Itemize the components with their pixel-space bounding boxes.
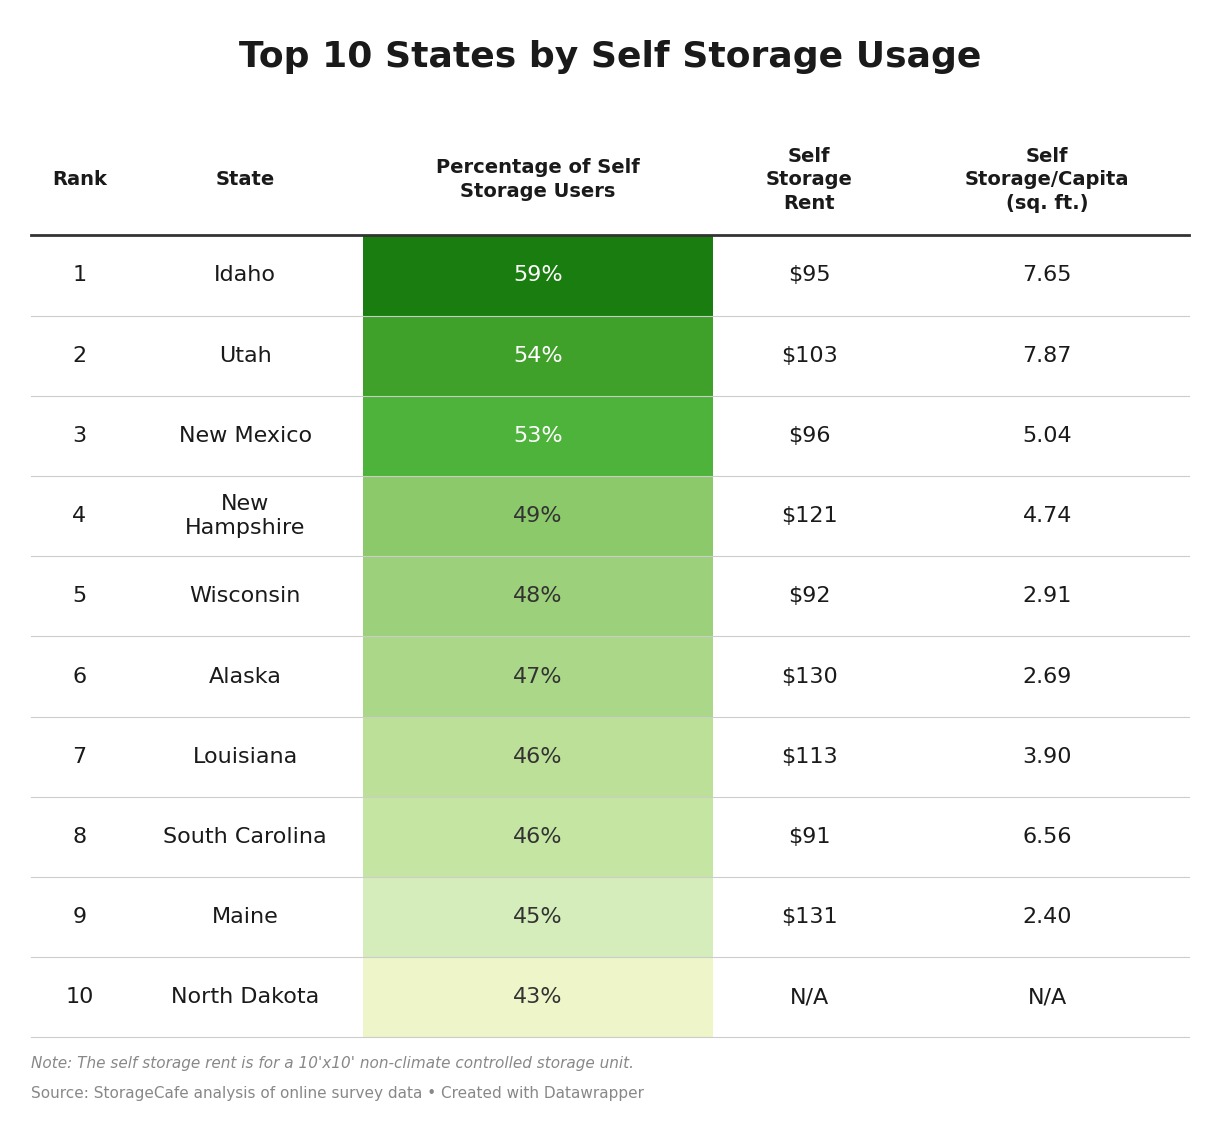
Text: 5: 5 xyxy=(72,587,87,607)
Bar xyxy=(362,958,712,1038)
Text: Source: StorageCafe analysis of online survey data • Created with Datawrapper: Source: StorageCafe analysis of online s… xyxy=(30,1086,644,1101)
Text: Maine: Maine xyxy=(212,907,278,927)
Text: 6.56: 6.56 xyxy=(1022,827,1072,847)
Text: 4: 4 xyxy=(72,506,87,526)
Text: New Mexico: New Mexico xyxy=(178,426,312,446)
Bar xyxy=(362,236,712,316)
Text: Note: The self storage rent is for a 10'x10' non-climate controlled storage unit: Note: The self storage rent is for a 10'… xyxy=(30,1056,634,1070)
Text: $95: $95 xyxy=(788,265,831,285)
Text: 46%: 46% xyxy=(512,827,562,847)
Text: 3.90: 3.90 xyxy=(1022,747,1072,767)
Text: South Carolina: South Carolina xyxy=(163,827,327,847)
Text: North Dakota: North Dakota xyxy=(171,987,320,1007)
Text: $96: $96 xyxy=(788,426,831,446)
Text: Alaska: Alaska xyxy=(209,667,282,687)
Text: 48%: 48% xyxy=(512,587,562,607)
Bar xyxy=(362,796,712,878)
Text: Idaho: Idaho xyxy=(215,265,276,285)
Bar xyxy=(362,316,712,396)
Text: 10: 10 xyxy=(65,987,94,1007)
Text: Self
Storage/Capita
(sq. ft.): Self Storage/Capita (sq. ft.) xyxy=(965,147,1130,213)
Bar xyxy=(362,716,712,796)
Text: Louisiana: Louisiana xyxy=(193,747,298,767)
Bar xyxy=(362,878,712,958)
Text: State: State xyxy=(216,170,274,190)
Text: 2.40: 2.40 xyxy=(1022,907,1072,927)
Text: $103: $103 xyxy=(781,345,837,365)
Bar xyxy=(362,396,712,476)
Text: 53%: 53% xyxy=(512,426,562,446)
Text: Wisconsin: Wisconsin xyxy=(189,587,301,607)
Text: 7.65: 7.65 xyxy=(1022,265,1072,285)
Text: New
Hampshire: New Hampshire xyxy=(185,494,305,538)
Text: $91: $91 xyxy=(788,827,831,847)
Text: $92: $92 xyxy=(788,587,831,607)
Bar xyxy=(362,476,712,556)
Text: Self
Storage
Rent: Self Storage Rent xyxy=(766,147,853,213)
Text: 2.69: 2.69 xyxy=(1022,667,1072,687)
Text: Rank: Rank xyxy=(52,170,106,190)
Bar xyxy=(362,556,712,636)
Text: 1: 1 xyxy=(72,265,87,285)
Text: $131: $131 xyxy=(781,907,837,927)
Text: 7.87: 7.87 xyxy=(1022,345,1072,365)
Text: 47%: 47% xyxy=(512,667,562,687)
Text: Utah: Utah xyxy=(218,345,272,365)
Text: N/A: N/A xyxy=(789,987,828,1007)
Text: 49%: 49% xyxy=(512,506,562,526)
Text: 43%: 43% xyxy=(512,987,562,1007)
Text: 45%: 45% xyxy=(512,907,562,927)
Text: 54%: 54% xyxy=(512,345,562,365)
Text: 4.74: 4.74 xyxy=(1022,506,1072,526)
Text: $113: $113 xyxy=(781,747,837,767)
Text: 8: 8 xyxy=(72,827,87,847)
Bar xyxy=(362,636,712,716)
Text: 2.91: 2.91 xyxy=(1022,587,1072,607)
Text: 7: 7 xyxy=(72,747,87,767)
Text: N/A: N/A xyxy=(1027,987,1066,1007)
Text: 46%: 46% xyxy=(512,747,562,767)
Text: 2: 2 xyxy=(72,345,87,365)
Text: $130: $130 xyxy=(781,667,837,687)
Text: 6: 6 xyxy=(72,667,87,687)
Text: $121: $121 xyxy=(781,506,837,526)
Text: 59%: 59% xyxy=(512,265,562,285)
Text: Top 10 States by Self Storage Usage: Top 10 States by Self Storage Usage xyxy=(239,41,981,74)
Text: 3: 3 xyxy=(72,426,87,446)
Text: Percentage of Self
Storage Users: Percentage of Self Storage Users xyxy=(436,158,639,201)
Text: 5.04: 5.04 xyxy=(1022,426,1072,446)
Text: 9: 9 xyxy=(72,907,87,927)
